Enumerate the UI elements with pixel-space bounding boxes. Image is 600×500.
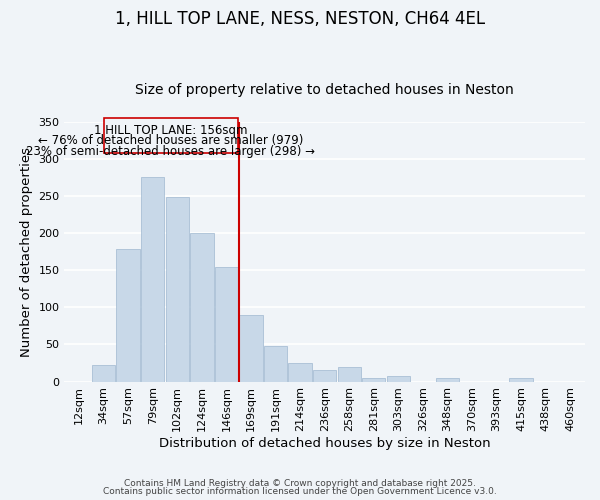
Bar	[239, 315, 263, 382]
Bar	[386, 376, 410, 382]
Bar	[190, 233, 214, 382]
Bar	[313, 370, 337, 382]
Bar	[92, 364, 115, 382]
Text: Contains public sector information licensed under the Open Government Licence v3: Contains public sector information licen…	[103, 487, 497, 496]
Text: 23% of semi-detached houses are larger (298) →: 23% of semi-detached houses are larger (…	[26, 145, 316, 158]
Bar	[509, 378, 533, 382]
Y-axis label: Number of detached properties: Number of detached properties	[20, 146, 33, 356]
Text: 1 HILL TOP LANE: 156sqm: 1 HILL TOP LANE: 156sqm	[94, 124, 248, 137]
Text: 1, HILL TOP LANE, NESS, NESTON, CH64 4EL: 1, HILL TOP LANE, NESS, NESTON, CH64 4EL	[115, 10, 485, 28]
Bar	[289, 363, 312, 382]
X-axis label: Distribution of detached houses by size in Neston: Distribution of detached houses by size …	[159, 437, 490, 450]
Bar	[166, 198, 189, 382]
Bar	[141, 178, 164, 382]
Bar	[116, 250, 140, 382]
Bar	[264, 346, 287, 382]
Bar	[338, 366, 361, 382]
Text: ← 76% of detached houses are smaller (979): ← 76% of detached houses are smaller (97…	[38, 134, 304, 147]
Bar	[215, 266, 238, 382]
Title: Size of property relative to detached houses in Neston: Size of property relative to detached ho…	[135, 83, 514, 97]
Text: Contains HM Land Registry data © Crown copyright and database right 2025.: Contains HM Land Registry data © Crown c…	[124, 478, 476, 488]
FancyBboxPatch shape	[104, 118, 238, 153]
Bar	[436, 378, 459, 382]
Bar	[362, 378, 385, 382]
